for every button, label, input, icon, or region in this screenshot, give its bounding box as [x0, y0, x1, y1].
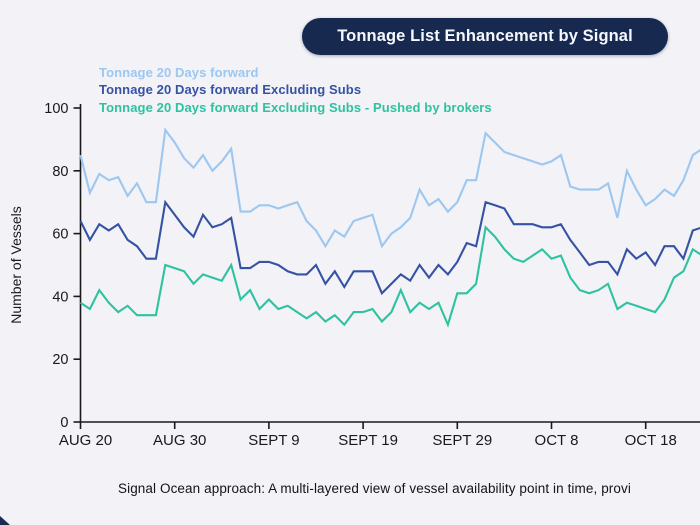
series-line-2	[79, 225, 700, 328]
x-tick-label: OCT 18	[625, 432, 677, 449]
footer-caption: Signal Ocean approach: A multi-layered v…	[118, 481, 631, 496]
x-tick-label: SEPT 19	[338, 432, 398, 449]
y-axis-title: Number of Vessels	[8, 206, 24, 324]
legend-item-tonnage-forward: Tonnage 20 Days forward	[99, 65, 259, 80]
line-chart: 0 20 40 60 80 100 Number of Vessels AUG 20 AUG 3…	[8, 101, 700, 449]
y-tick-label: 20	[52, 352, 68, 368]
y-tick-label: 60	[52, 227, 68, 243]
page-title: Tonnage List Enhancement by Signal	[337, 27, 633, 45]
x-tick-label: SEPT 9	[248, 432, 299, 449]
series-line-1	[79, 199, 700, 296]
x-tick-label: SEPT 29	[432, 432, 492, 449]
legend-item-excluding-subs: Tonnage 20 Days forward Excluding Subs	[99, 82, 362, 98]
title-badge: Tonnage List Enhancement by Signal	[302, 18, 668, 55]
corner-cursor-mark	[0, 516, 10, 525]
y-tick-label: 80	[52, 164, 68, 180]
chart-legend: Tonnage 20 Days forward Tonnage 20 Days …	[99, 64, 492, 116]
y-tick-label: 0	[60, 415, 68, 431]
y-tick-label: 100	[44, 101, 68, 117]
x-tick-label: AUG 30	[153, 432, 206, 449]
legend-item-pushed-by-brokers: Tonnage 20 Days forward Excluding Subs -…	[99, 99, 492, 115]
series-line-0	[79, 127, 700, 249]
x-tick-label: AUG 20	[59, 432, 112, 449]
x-tick-label: OCT 8	[535, 432, 579, 449]
y-tick-label: 40	[52, 289, 68, 305]
